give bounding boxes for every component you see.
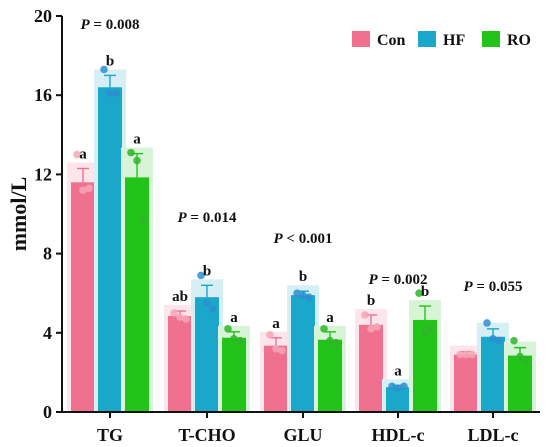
p-value-LDL-c: P = 0.055 (464, 279, 523, 295)
point-Con-TG-2 (85, 184, 93, 193)
bar-RO-T-CHO (222, 337, 246, 412)
y-tick-label-0: 0 (43, 402, 52, 422)
point-Con-T-CHO-0 (170, 309, 178, 317)
point-Con-T-CHO-2 (182, 315, 190, 323)
bar-HF-T-CHO (195, 297, 219, 412)
y-tick-label-8: 8 (43, 244, 52, 264)
y-tick-label-4: 4 (43, 323, 52, 343)
legend-swatch-HF (418, 31, 436, 47)
point-Con-GLU-1 (272, 344, 280, 353)
legend-label-HF: HF (443, 32, 465, 49)
x-tick-label-LDL-c: LDL-c (468, 425, 519, 445)
x-tick-label-HDL-c: HDL-c (372, 425, 425, 445)
sig-letter-HF-GLU: b (299, 269, 307, 285)
sig-letter-Con-GLU: a (272, 316, 280, 332)
point-Con-GLU-2 (278, 346, 286, 355)
y-tick-label-12: 12 (34, 164, 52, 184)
legend-swatch-Con (352, 31, 370, 47)
point-HF-HDL-c-2 (400, 382, 408, 391)
x-tick-label-TG: TG (97, 425, 123, 445)
point-HF-GLU-2 (305, 293, 313, 301)
point-Con-HDL-c-0 (361, 311, 369, 319)
bar-Con-T-CHO (168, 315, 192, 412)
p-value-HDL-c: P = 0.002 (369, 272, 428, 288)
y-tick-label-16: 16 (34, 85, 52, 105)
bar-Con-HDL-c (359, 324, 383, 412)
bar-HF-LDL-c (481, 336, 505, 412)
point-HF-T-CHO-0 (197, 271, 205, 280)
point-HF-LDL-c-2 (495, 336, 503, 345)
bar-Con-TG (71, 182, 95, 412)
point-HF-T-CHO-1 (203, 299, 211, 307)
point-RO-TG-2 (139, 216, 147, 224)
sig-letter-HF-HDL-c: a (394, 363, 402, 379)
point-RO-T-CHO-1 (230, 334, 238, 343)
p-value-GLU: P < 0.001 (274, 231, 333, 247)
point-RO-HDL-c-1 (421, 329, 429, 337)
legend-label-Con: Con (377, 32, 406, 49)
point-HF-T-CHO-2 (209, 305, 217, 313)
point-HF-TG-0 (100, 65, 108, 74)
point-Con-LDL-c-1 (462, 350, 470, 359)
point-RO-TG-1 (133, 156, 141, 165)
point-Con-TG-1 (79, 186, 87, 195)
point-HF-LDL-c-0 (483, 319, 491, 327)
point-RO-T-CHO-0 (224, 325, 232, 333)
point-RO-HDL-c-2 (427, 325, 435, 333)
bar-RO-GLU (318, 339, 342, 412)
point-HF-TG-1 (106, 89, 114, 98)
point-HF-TG-2 (112, 89, 120, 98)
x-tick-label-T-CHO: T-CHO (178, 425, 235, 445)
point-RO-LDL-c-2 (522, 356, 530, 365)
bar-RO-TG (125, 177, 149, 412)
p-value-TG: P = 0.008 (81, 17, 140, 33)
bar-HF-TG (98, 87, 122, 412)
point-Con-GLU-0 (266, 330, 274, 339)
point-RO-GLU-1 (326, 336, 334, 345)
sig-letter-RO-GLU: a (326, 310, 334, 326)
point-Con-LDL-c-2 (468, 350, 476, 359)
sig-letter-Con-TG: a (79, 146, 87, 162)
x-tick-label-GLU: GLU (283, 425, 322, 445)
point-RO-GLU-0 (320, 325, 328, 333)
p-value-T-CHO: P = 0.014 (178, 210, 237, 226)
point-RO-LDL-c-0 (510, 336, 518, 345)
y-axis-label: mmol/L (6, 177, 31, 252)
bar-HF-GLU (291, 295, 315, 412)
legend-label-RO: RO (507, 32, 531, 49)
sig-letter-RO-HDL-c: b (421, 284, 429, 300)
point-RO-HDL-c-0 (415, 289, 423, 298)
point-RO-T-CHO-2 (236, 336, 244, 345)
sig-letter-HF-T-CHO: b (203, 263, 211, 279)
point-RO-LDL-c-1 (516, 352, 524, 361)
point-Con-HDL-c-1 (367, 325, 375, 333)
point-Con-TG-0 (73, 150, 81, 159)
bar-Con-LDL-c (454, 354, 478, 412)
point-RO-TG-0 (127, 148, 135, 157)
legend-swatch-RO (482, 31, 500, 47)
sig-letter-RO-T-CHO: a (230, 310, 238, 326)
point-HF-HDL-c-1 (394, 384, 402, 393)
point-Con-HDL-c-2 (373, 323, 381, 331)
point-Con-T-CHO-1 (176, 313, 184, 321)
point-HF-GLU-0 (293, 289, 301, 298)
bar-Con-GLU (264, 345, 288, 412)
y-tick-label-20: 20 (34, 6, 52, 26)
point-HF-LDL-c-1 (489, 334, 497, 343)
sig-letter-Con-HDL-c: b (367, 293, 375, 309)
point-RO-GLU-2 (332, 338, 340, 347)
point-HF-GLU-1 (299, 291, 307, 299)
bar-RO-LDL-c (508, 355, 532, 412)
sig-letter-Con-T-CHO: ab (172, 289, 188, 305)
point-HF-HDL-c-0 (388, 382, 396, 391)
point-Con-LDL-c-0 (456, 350, 464, 359)
sig-letter-HF-TG: b (106, 53, 114, 69)
sig-letter-RO-TG: a (133, 132, 141, 148)
